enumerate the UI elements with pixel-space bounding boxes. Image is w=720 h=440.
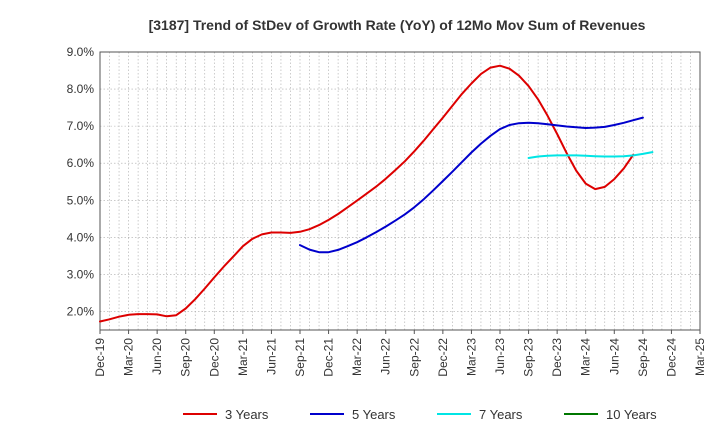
series-line-5-years [299, 116, 644, 254]
y-tick-label: 7.0% [67, 119, 95, 133]
x-tick-label: Dec-24 [664, 338, 678, 377]
x-tick-label: Mar-23 [464, 338, 478, 376]
legend: 3 Years 5 Years 7 Years 10 Years [183, 407, 657, 422]
y-tick-label: 3.0% [67, 267, 95, 281]
x-tick-label: Mar-25 [693, 338, 707, 376]
y-tick-label: 8.0% [67, 82, 95, 96]
y-tick-label: 9.0% [67, 45, 95, 59]
x-tick-label: Jun-20 [150, 338, 164, 375]
y-tick-label: 4.0% [67, 230, 95, 244]
x-tick-label: Jun-24 [607, 338, 621, 375]
y-tick-label: 6.0% [67, 156, 95, 170]
x-tick-label: Sep-23 [522, 338, 536, 377]
legend-label: 10 Years [606, 407, 657, 422]
grid [100, 51, 700, 330]
x-tick-label: Mar-21 [236, 338, 250, 376]
x-tick-label: Dec-19 [93, 338, 107, 377]
plot-area [99, 51, 701, 331]
x-tick-label: Sep-20 [179, 338, 193, 377]
x-tick-label: Mar-20 [122, 338, 136, 376]
x-tick-label: Mar-22 [350, 338, 364, 376]
x-tick-label: Dec-20 [207, 338, 221, 377]
x-tick-label: Jun-21 [264, 338, 278, 375]
y-tick-label: 5.0% [67, 193, 95, 207]
legend-label: 5 Years [352, 407, 396, 422]
series-line-7-years [527, 151, 654, 159]
x-tick-label: Sep-21 [293, 338, 307, 377]
legend-label: 3 Years [225, 407, 269, 422]
x-tick-label: Dec-23 [550, 338, 564, 377]
x-tick-label: Sep-24 [636, 338, 650, 377]
x-tick-label: Sep-22 [407, 338, 421, 377]
x-tick-label: Dec-22 [436, 338, 450, 377]
y-tick-label: 2.0% [67, 304, 95, 318]
axes: 2.0% 3.0% 4.0% 5.0% 6.0% 7.0% 8.0% 9.0% Dec-19 Ma… [67, 45, 707, 377]
chart-title: [3187] Trend of StDev of Growth Rate (Yo… [149, 17, 646, 33]
series-lines [99, 64, 654, 323]
x-tick-label: Jun-22 [379, 338, 393, 375]
x-tick-label: Mar-24 [579, 338, 593, 376]
legend-label: 7 Years [479, 407, 523, 422]
series-line-3-years [99, 64, 635, 323]
x-tick-label: Dec-21 [322, 338, 336, 377]
x-tick-label: Jun-23 [493, 338, 507, 375]
